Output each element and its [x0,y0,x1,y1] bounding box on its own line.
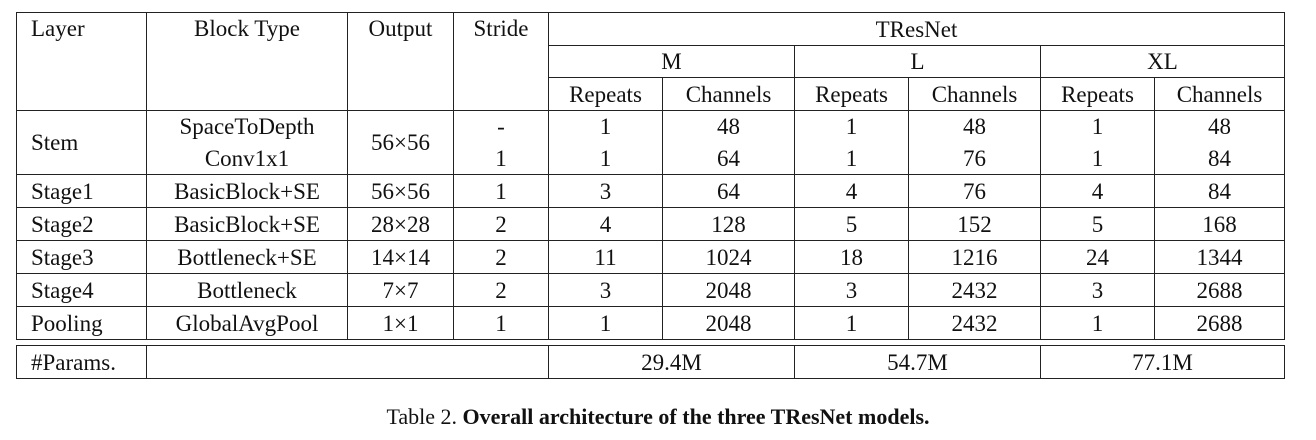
cell-l-channels: 76 [908,142,1041,175]
cell-xl-repeats: 4 [1040,174,1155,208]
cell-xl-channels: 2688 [1154,306,1285,340]
cell-m-repeats: 1 [548,306,663,340]
cell-l-repeats: 4 [794,174,909,208]
header-repeats: Repeats [1040,77,1155,111]
header-block-type: Block Type [146,12,348,111]
params-xl: 77.1M [1040,345,1285,379]
cell-xl-channels: 84 [1154,142,1285,175]
table-row: Stem SpaceToDepth 56×56 - 1 48 1 48 1 48 [16,110,1285,175]
table-row: Pooling GlobalAvgPool 1×1 1 1 2048 1 243… [16,306,1285,340]
cell-m-channels: 48 [662,110,795,143]
table-row: Stage3 Bottleneck+SE 14×14 2 11 1024 18 … [16,240,1285,274]
cell-xl-channels: 2688 [1154,273,1285,307]
params-row: #Params. 29.4M 54.7M 77.1M [16,345,1285,379]
header-tresnet: TResNet [548,12,1285,46]
cell-xl-repeats: 1 [1040,110,1155,143]
cell-xl-repeats: 1 [1040,142,1155,175]
cell-m-repeats: 3 [548,174,663,208]
cell-m-channels: 64 [662,142,795,175]
cell-block: BasicBlock+SE [146,174,348,208]
header-channels: Channels [908,77,1041,111]
cell-block: Bottleneck [146,273,348,307]
cell-block: SpaceToDepth [146,110,348,143]
cell-xl-channels: 168 [1154,207,1285,241]
cell-xl-repeats: 5 [1040,207,1155,241]
header-channels: Channels [1154,77,1285,111]
cell-layer: Stem [16,110,147,175]
params-l: 54.7M [794,345,1041,379]
cell-stride: 1 [453,174,549,208]
cell-m-channels: 2048 [662,273,795,307]
cell-layer: Stage3 [16,240,147,274]
header-repeats: Repeats [794,77,909,111]
cell-l-repeats: 3 [794,273,909,307]
cell-m-channels: 1024 [662,240,795,274]
cell-l-repeats: 1 [794,142,909,175]
cell-l-channels: 152 [908,207,1041,241]
cell-xl-channels: 48 [1154,110,1285,143]
header-model-l: L [794,45,1041,78]
cell-m-repeats: 3 [548,273,663,307]
caption-text: Overall architecture of the three TResNe… [462,404,930,429]
caption-prefix: Table 2. [386,404,458,429]
cell-layer: Stage1 [16,174,147,208]
header-repeats: Repeats [548,77,663,111]
cell-m-repeats: 11 [548,240,663,274]
cell-m-repeats: 4 [548,207,663,241]
cell-l-channels: 2432 [908,306,1041,340]
cell-stride: 1 [453,306,549,340]
cell-output: 1×1 [347,306,454,340]
cell-xl-repeats: 3 [1040,273,1155,307]
header-model-xl: XL [1040,45,1285,78]
header-channels: Channels [662,77,795,111]
cell-l-channels: 48 [908,110,1041,143]
cell-stride: - [453,110,549,143]
table-row: Stage2 BasicBlock+SE 28×28 2 4 128 5 152… [16,207,1285,241]
cell-stride: 2 [453,240,549,274]
cell-l-repeats: 1 [794,110,909,143]
cell-block: Conv1x1 [146,142,348,175]
cell-stride: 2 [453,207,549,241]
cell-stride: 1 [453,142,549,175]
cell-l-channels: 2432 [908,273,1041,307]
cell-m-channels: 128 [662,207,795,241]
cell-l-repeats: 1 [794,306,909,340]
cell-output: 56×56 [347,174,454,208]
cell-xl-channels: 84 [1154,174,1285,208]
cell-xl-channels: 1344 [1154,240,1285,274]
params-blank [146,345,549,379]
header-stride: Stride [453,12,549,111]
table-row: Conv1x1 1 1 64 1 76 1 84 [17,142,1285,175]
header-layer: Layer [16,12,147,111]
table-row: Stage4 Bottleneck 7×7 2 3 2048 3 2432 3 … [16,273,1285,307]
header-output: Output [347,12,454,111]
params-m: 29.4M [548,345,795,379]
cell-layer: Stage4 [16,273,147,307]
cell-output: 14×14 [347,240,454,274]
cell-stride: 2 [453,273,549,307]
cell-output: 28×28 [347,207,454,241]
cell-l-channels: 1216 [908,240,1041,274]
cell-l-repeats: 18 [794,240,909,274]
architecture-table: Layer Block Type Output Stride TResNet M… [16,12,1285,379]
cell-m-channels: 64 [662,174,795,208]
cell-m-channels: 2048 [662,306,795,340]
table-caption: Table 2. Overall architecture of the thr… [0,404,1316,430]
cell-m-repeats: 1 [548,110,663,143]
cell-layer: Pooling [16,306,147,340]
cell-l-channels: 76 [908,174,1041,208]
cell-block: BasicBlock+SE [146,207,348,241]
cell-m-repeats: 1 [548,142,663,175]
cell-output: 56×56 [347,110,454,175]
cell-block: GlobalAvgPool [146,306,348,340]
params-label: #Params. [16,345,147,379]
cell-layer: Stage2 [16,207,147,241]
cell-xl-repeats: 24 [1040,240,1155,274]
cell-xl-repeats: 1 [1040,306,1155,340]
cell-l-repeats: 5 [794,207,909,241]
table-row: Stage1 BasicBlock+SE 56×56 1 3 64 4 76 4… [16,174,1285,208]
cell-block: Bottleneck+SE [146,240,348,274]
header-model-m: M [548,45,795,78]
cell-output: 7×7 [347,273,454,307]
